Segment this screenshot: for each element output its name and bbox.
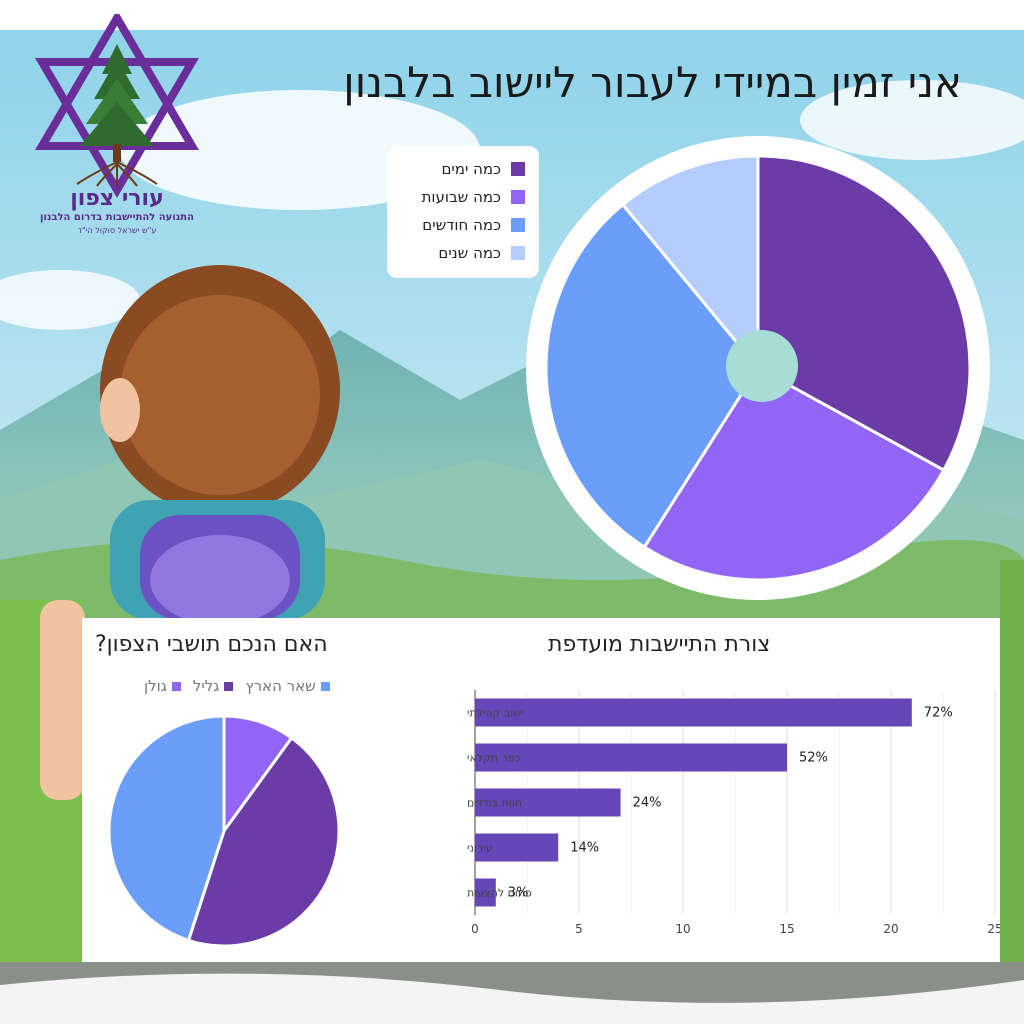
bar: [475, 833, 559, 862]
bar-category-label: ישוב קהילתי: [467, 707, 524, 720]
bar-category-label: עירוני: [467, 842, 492, 855]
organization-dedication: ע"ש ישראל סוקול הי"ד: [77, 226, 157, 235]
organization-tagline: התנועה להתיישבות בדרום הלבנון: [39, 212, 195, 223]
bar: [475, 788, 621, 817]
pie1-legend-swatch: [511, 218, 525, 232]
bar-data-label: 3%: [508, 886, 529, 901]
bar-chart-title: צורת התיישבות מועדפת: [548, 632, 771, 657]
bar-data-label: 72%: [924, 706, 953, 721]
pie2-legend-swatch: [320, 681, 330, 691]
bar-x-tick-label: 25: [987, 922, 1000, 936]
pie1-legend-label: כמה שבועות: [421, 188, 501, 206]
bar-data-label: 14%: [570, 841, 599, 856]
bar: [475, 698, 912, 727]
pie2-legend-swatch: [224, 681, 234, 691]
page-title: אני זמין במיידי לעבור ליישוב בלבנון: [343, 58, 962, 107]
pie1-legend-label: כמה ימים: [441, 160, 501, 178]
pie1-legend-item: כמה שנים: [438, 244, 525, 262]
pie2-legend-swatch: [171, 681, 181, 691]
organization-logo: [35, 14, 199, 198]
pie1-legend-item: כמה ימים: [441, 160, 525, 178]
bar-x-tick-label: 20: [883, 922, 898, 936]
pie1-legend-swatch: [511, 190, 525, 204]
pie2-title: האם הנכם תושבי הצפון?: [95, 632, 328, 657]
bar-x-tick-label: 10: [675, 922, 690, 936]
bar-x-tick-label: 15: [779, 922, 794, 936]
pie1-legend-label: כמה חודשים: [422, 216, 501, 234]
bar-x-tick-label: 0: [471, 922, 479, 936]
pie1-legend-swatch: [511, 246, 525, 260]
pie1-legend-item: כמה חודשים: [422, 216, 525, 234]
pie2-legend-label: גולן: [144, 677, 167, 695]
bar: [475, 878, 496, 907]
pie1-legend-label: כמה שנים: [438, 244, 501, 262]
pie2-legend-label: גליל: [192, 677, 220, 695]
bar-category-label: פתוח להצעות: [467, 887, 532, 900]
pie2-slice: [186, 735, 341, 948]
bar-data-label: 52%: [799, 751, 828, 766]
pie2-slice: [107, 714, 226, 943]
pie2-legend-item: גליל: [193, 677, 234, 695]
pie1-legend-item: כמה שבועות: [422, 188, 525, 206]
bar-category-label: חוות בודדים: [467, 797, 522, 810]
settlement-type-bar-chart: 0 5 10 15 20 25 ישוב קהילתי 72% כפר חקלאי 52% חוות…: [467, 690, 1000, 936]
bar-category-label: כפר חקלאי: [467, 752, 521, 765]
pie2-legend: שאר הארץ גליל גולן: [132, 677, 330, 695]
pie1-legend-swatch: [511, 162, 525, 176]
bar-data-label: 24%: [633, 796, 662, 811]
north-residents-pie-chart: [107, 714, 341, 948]
bar: [475, 743, 787, 772]
pie2-legend-item: שאר הארץ: [245, 677, 330, 695]
bar-x-tick-label: 5: [575, 922, 583, 936]
pie2-legend-label: שאר הארץ: [245, 677, 316, 695]
pie1-legend: כמה ימים כמה שבועות כמה חודשים כמה שנים: [387, 146, 539, 278]
organization-name: עורי צפון: [70, 186, 164, 211]
pie2-legend-item: גולן: [144, 677, 181, 695]
